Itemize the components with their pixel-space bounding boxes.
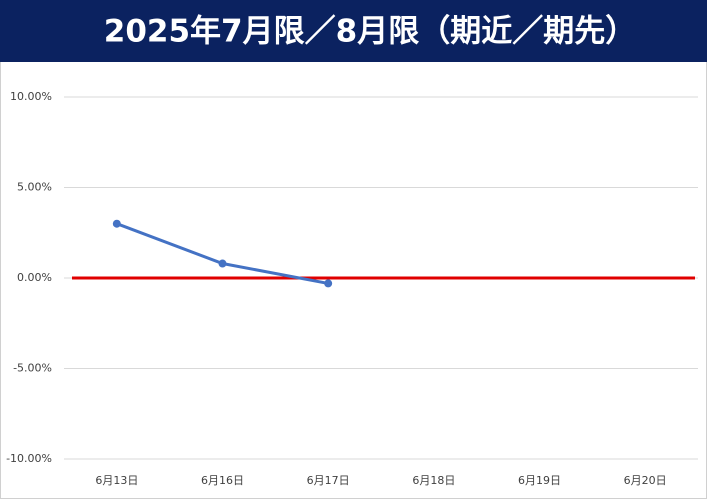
y-tick-label: 0.00%	[17, 271, 52, 284]
x-tick-label: 6月16日	[201, 474, 244, 487]
x-tick-label: 6月18日	[412, 474, 455, 487]
y-tick-label: -5.00%	[13, 362, 52, 375]
y-tick-label: 10.00%	[10, 90, 52, 103]
x-tick-label: 6月13日	[95, 474, 138, 487]
title-bar	[0, 0, 707, 62]
x-tick-label: 6月19日	[518, 474, 561, 487]
data-point	[324, 279, 333, 288]
y-tick-label: 5.00%	[17, 181, 52, 194]
data-point	[218, 259, 227, 268]
data-point	[112, 219, 121, 228]
chart-title: 2025年7月限／8月限（期近／期先）	[104, 14, 636, 50]
y-tick-label: -10.00%	[6, 452, 52, 465]
x-tick-label: 6月20日	[624, 474, 667, 487]
x-tick-label: 6月17日	[307, 474, 350, 487]
